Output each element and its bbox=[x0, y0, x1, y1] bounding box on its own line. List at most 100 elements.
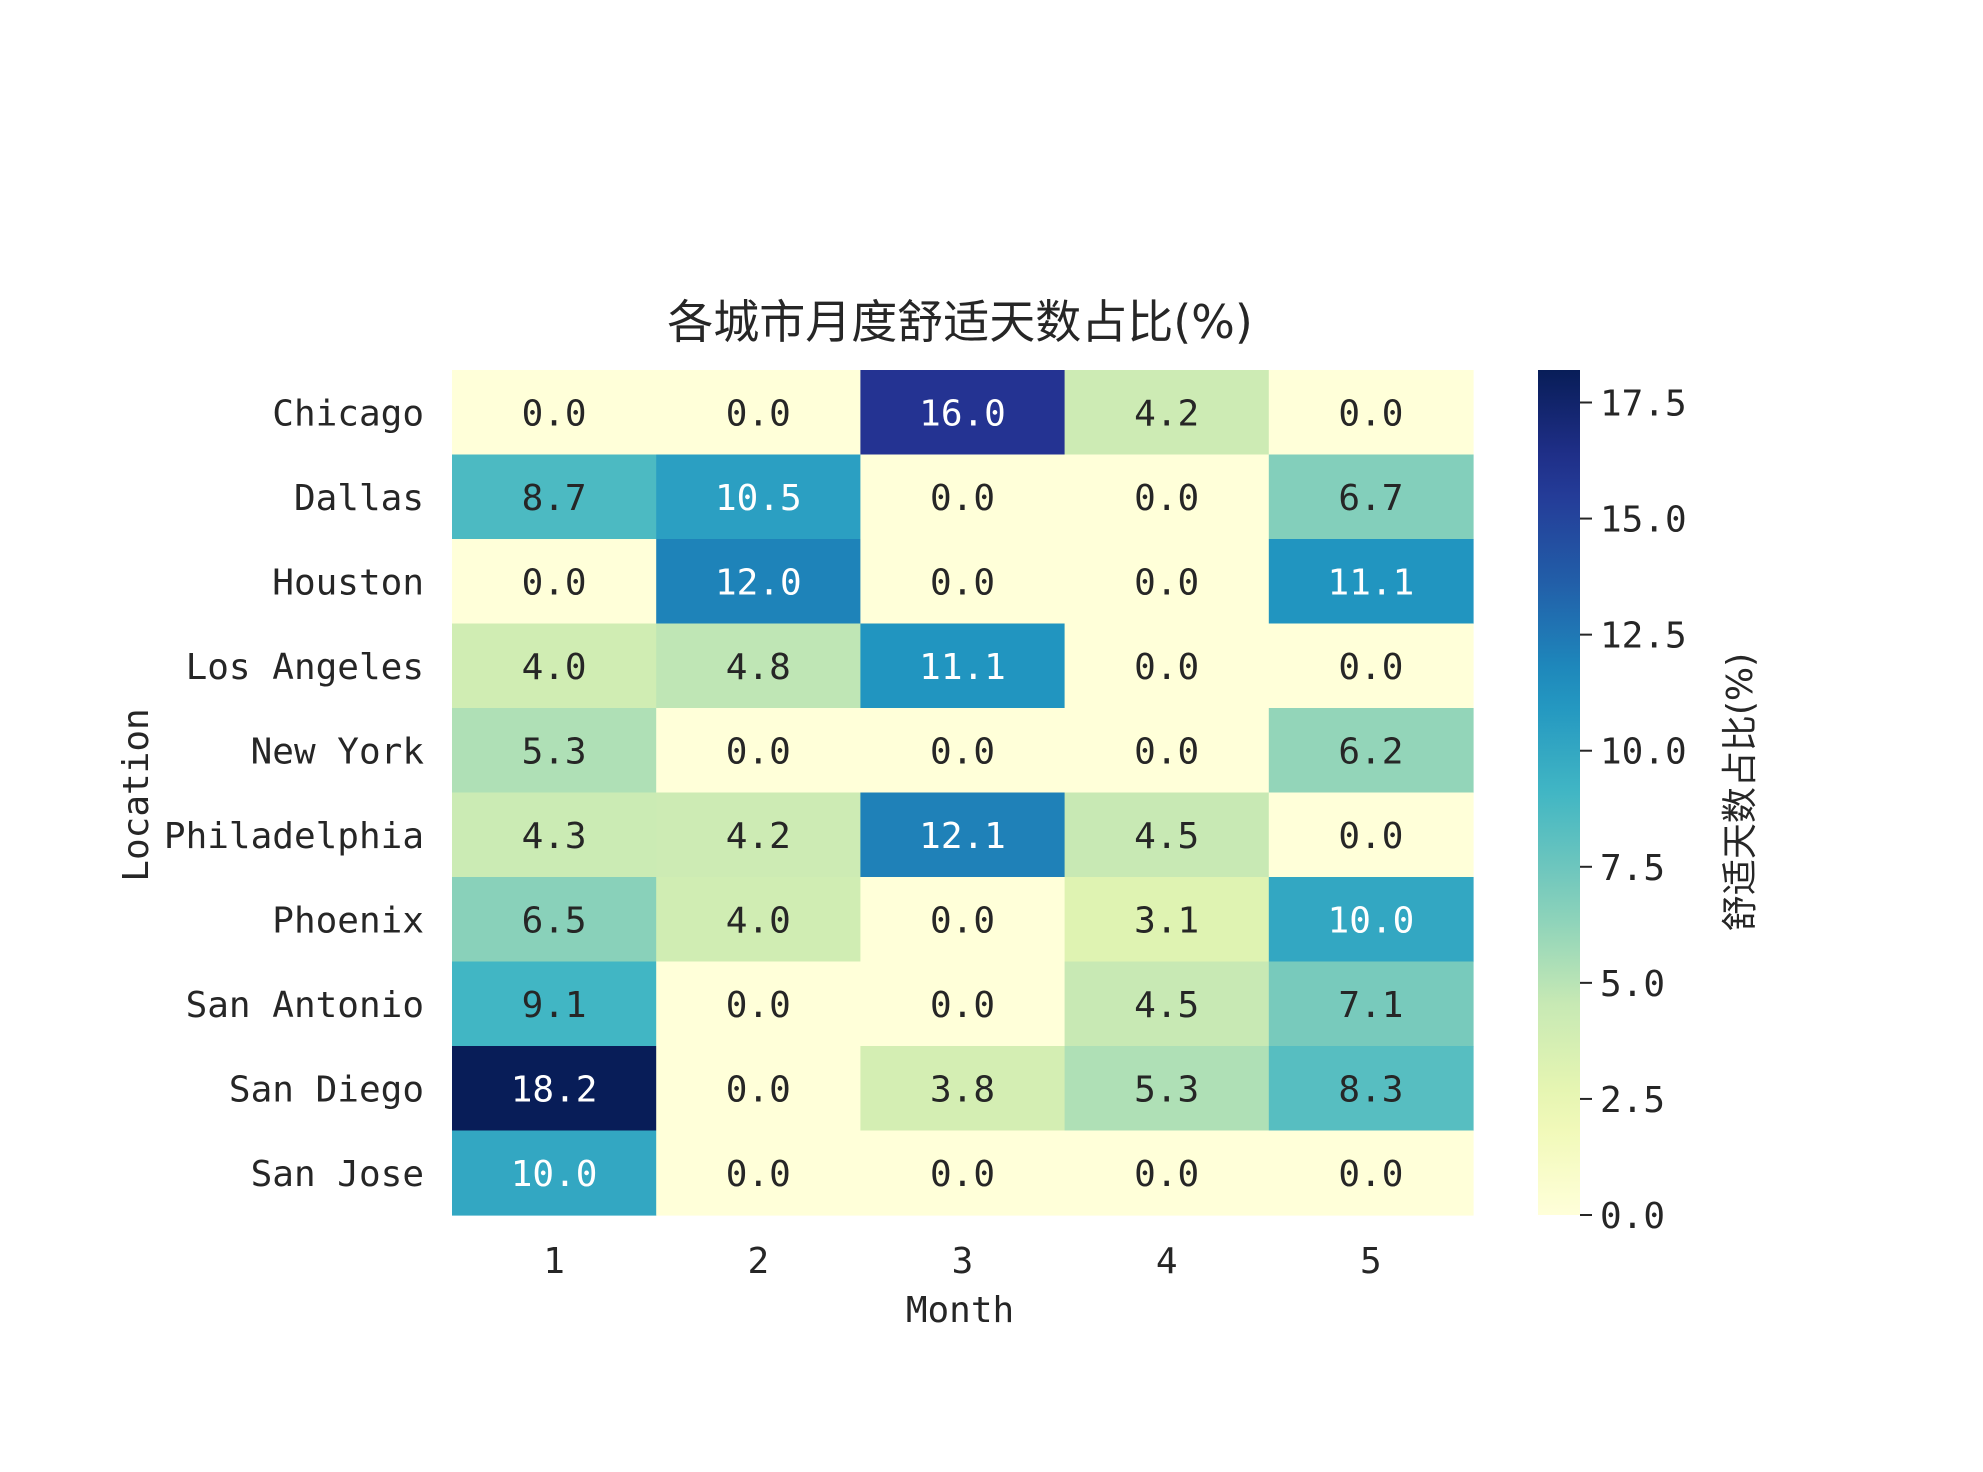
heatmap-cells bbox=[452, 370, 1474, 1216]
cell-value-label: 0.0 bbox=[930, 985, 995, 1026]
chart-title: 各城市月度舒适天数占比(%) bbox=[667, 295, 1253, 349]
heatmap-cell bbox=[656, 1046, 861, 1132]
heatmap-cell bbox=[1268, 1046, 1474, 1132]
heatmap-cell bbox=[860, 877, 1066, 963]
heatmap-cell bbox=[1064, 623, 1270, 709]
heatmap-cell bbox=[860, 623, 1066, 709]
cell-value-label: 0.0 bbox=[1134, 731, 1199, 772]
colorbar-tick-label: 15.0 bbox=[1600, 500, 1687, 541]
cell-value-label: 4.5 bbox=[1134, 816, 1199, 857]
y-tick-label: San Jose bbox=[251, 1154, 424, 1195]
cell-value-label: 18.2 bbox=[511, 1069, 598, 1110]
cell-value-label: 5.3 bbox=[522, 731, 587, 772]
heatmap-cell bbox=[1268, 539, 1474, 625]
heatmap-cell bbox=[1268, 623, 1474, 709]
cell-value-label: 9.1 bbox=[522, 985, 587, 1026]
cell-value-label: 10.5 bbox=[715, 478, 802, 519]
cell-value-label: 3.8 bbox=[930, 1069, 995, 1110]
heatmap-cell bbox=[1268, 370, 1474, 456]
cell-value-label: 16.0 bbox=[919, 393, 1006, 434]
heatmap-cell bbox=[452, 792, 657, 878]
heatmap-cell bbox=[452, 454, 657, 540]
y-tick-label: San Diego bbox=[229, 1069, 424, 1110]
cell-value-label: 0.0 bbox=[522, 393, 587, 434]
cell-value-label: 5.3 bbox=[1134, 1069, 1199, 1110]
cell-value-label: 4.2 bbox=[726, 816, 791, 857]
colorbar-tick-label: 5.0 bbox=[1600, 964, 1665, 1005]
cell-value-label: 0.0 bbox=[1134, 647, 1199, 688]
cell-value-label: 0.0 bbox=[930, 900, 995, 941]
heatmap-cell bbox=[656, 539, 861, 625]
heatmap-cell bbox=[452, 961, 657, 1047]
colorbar-tick-label: 7.5 bbox=[1600, 848, 1665, 889]
heatmap-cell bbox=[1268, 877, 1474, 963]
heatmap-cell bbox=[1064, 370, 1270, 456]
heatmap-cell bbox=[452, 877, 657, 963]
y-tick-label: Dallas bbox=[294, 478, 424, 519]
cell-value-label: 0.0 bbox=[726, 731, 791, 772]
cell-value-label: 0.0 bbox=[726, 985, 791, 1026]
heatmap-cell bbox=[452, 1130, 657, 1216]
colorbar-tick-label: 17.5 bbox=[1600, 384, 1687, 425]
heatmap-cell bbox=[656, 1130, 861, 1216]
y-tick-label: Los Angeles bbox=[186, 647, 424, 688]
cell-value-label: 0.0 bbox=[1338, 1154, 1403, 1195]
heatmap-cell bbox=[860, 539, 1066, 625]
heatmap-cell bbox=[1064, 1046, 1270, 1132]
cell-value-label: 0.0 bbox=[522, 562, 587, 603]
cell-value-label: 0.0 bbox=[1338, 647, 1403, 688]
heatmap-cell bbox=[860, 1130, 1066, 1216]
heatmap-cell bbox=[656, 370, 861, 456]
cell-value-label: 0.0 bbox=[930, 478, 995, 519]
y-tick-label: San Antonio bbox=[186, 985, 424, 1026]
heatmap-cell bbox=[452, 623, 657, 709]
cell-value-label: 3.1 bbox=[1134, 900, 1199, 941]
cell-value-label: 10.0 bbox=[1328, 900, 1415, 941]
x-tick-label: 1 bbox=[543, 1241, 565, 1282]
cell-value-label: 4.3 bbox=[522, 816, 587, 857]
cell-value-label: 0.0 bbox=[1134, 1154, 1199, 1195]
heatmap-cell bbox=[452, 1046, 657, 1132]
cell-value-label: 0.0 bbox=[1338, 393, 1403, 434]
colorbar-tick-label: 12.5 bbox=[1600, 616, 1687, 657]
heatmap-cell bbox=[860, 708, 1066, 794]
colorbar-label: 舒适天数占比(%) bbox=[1720, 653, 1761, 931]
y-tick-label: Houston bbox=[272, 562, 424, 603]
heatmap-cell bbox=[656, 792, 861, 878]
x-tick-label: 3 bbox=[952, 1241, 974, 1282]
heatmap-cell bbox=[1064, 961, 1270, 1047]
cell-value-label: 0.0 bbox=[930, 562, 995, 603]
heatmap-cell bbox=[1064, 1130, 1270, 1216]
heatmap-cell bbox=[860, 792, 1066, 878]
cell-value-label: 0.0 bbox=[1338, 816, 1403, 857]
cell-value-label: 11.1 bbox=[919, 647, 1006, 688]
heatmap-cell bbox=[1268, 792, 1474, 878]
cell-value-label: 4.0 bbox=[522, 647, 587, 688]
cell-value-label: 0.0 bbox=[1134, 478, 1199, 519]
cell-value-label: 6.5 bbox=[522, 900, 587, 941]
cell-value-label: 7.1 bbox=[1338, 985, 1403, 1026]
cell-value-label: 12.0 bbox=[715, 562, 802, 603]
heatmap-cell bbox=[452, 370, 657, 456]
heatmap-cell bbox=[1064, 792, 1270, 878]
heatmap-cell bbox=[1064, 454, 1270, 540]
cell-value-label: 4.2 bbox=[1134, 393, 1199, 434]
colorbar-tick-label: 0.0 bbox=[1600, 1196, 1665, 1237]
cell-value-label: 12.1 bbox=[919, 816, 1006, 857]
heatmap-cell bbox=[452, 539, 657, 625]
colorbar-tick-label: 10.0 bbox=[1600, 732, 1687, 773]
heatmap-cell bbox=[1268, 1130, 1474, 1216]
heatmap-cell bbox=[1064, 877, 1270, 963]
x-axis-ticks: 1 2 3 4 5 bbox=[543, 1241, 1381, 1282]
colorbar-ticks: 0.0 2.5 5.0 7.5 10.0 12.5 15.0 17.5 bbox=[1580, 384, 1687, 1237]
heatmap-cell bbox=[860, 370, 1066, 456]
cell-value-label: 8.3 bbox=[1338, 1069, 1403, 1110]
y-axis-label: Location bbox=[116, 708, 157, 881]
heatmap-cell bbox=[656, 623, 861, 709]
y-tick-label: Chicago bbox=[272, 393, 424, 434]
heatmap-cell bbox=[860, 1046, 1066, 1132]
cell-value-label: 6.2 bbox=[1338, 731, 1403, 772]
cell-value-label: 0.0 bbox=[930, 731, 995, 772]
cell-value-label: 0.0 bbox=[726, 1069, 791, 1110]
